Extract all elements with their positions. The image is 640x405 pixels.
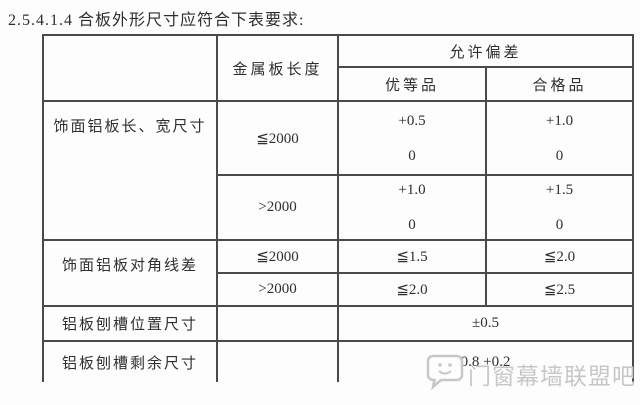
qualified-cell: +1.0 0 bbox=[484, 100, 635, 176]
header-qualified-grade: 合格品 bbox=[484, 66, 635, 102]
length-cell bbox=[216, 340, 339, 382]
table-header-row-2: 优等品 合格品 bbox=[43, 66, 635, 102]
table-row-diagonal-gt2000: >2000 ≦2.0 ≦2.5 bbox=[43, 272, 635, 307]
qualified-upper-value: +1.0 bbox=[545, 112, 574, 129]
premium-cell: ≦1.5 bbox=[337, 239, 487, 274]
length-cell: ≦2000 bbox=[216, 100, 339, 176]
row-label-length-width: 饰面铝板长、宽尺寸 bbox=[42, 100, 218, 241]
table-row-groove-remainder: 铝板刨槽剩余尺寸 0.8 +0.2 bbox=[42, 340, 635, 382]
premium-upper-value: +0.5 bbox=[398, 112, 426, 129]
premium-lower-value: 0 bbox=[408, 217, 416, 233]
table-header-row-1: 金属板长度 允许偏差 bbox=[42, 34, 635, 102]
qualified-lower-value: 0 bbox=[555, 147, 564, 164]
length-cell: >2000 bbox=[216, 272, 339, 307]
table-row-diagonal-le2000: 饰面铝板对角线差 ≦2000 ≦1.5 ≦2.0 bbox=[42, 239, 635, 307]
premium-cell: +1.0 0 bbox=[337, 174, 487, 241]
length-cell bbox=[216, 305, 339, 342]
tolerance-span-cell: 0.8 +0.2 bbox=[336, 340, 635, 382]
qualified-cell: +1.5 0 bbox=[484, 174, 635, 241]
length-cell: ≦2000 bbox=[216, 239, 339, 274]
corner-blank-cell bbox=[42, 34, 218, 102]
qualified-cell: ≦2.5 bbox=[484, 272, 635, 307]
table-row-length-width-le2000: 饰面铝板长、宽尺寸 ≦2000 +0.5 0 +1.0 0 bbox=[42, 100, 635, 241]
qualified-lower-value: 0 bbox=[555, 217, 564, 233]
qualified-upper-value: +1.5 bbox=[545, 182, 574, 198]
section-title: 2.5.4.1.4 合板外形尺寸应符合下表要求: bbox=[8, 12, 305, 29]
length-cell: >2000 bbox=[216, 174, 339, 241]
premium-cell: ≦2.0 bbox=[337, 272, 487, 307]
header-metal-length: 金属板长度 bbox=[216, 34, 339, 102]
table-row-length-width-gt2000: >2000 +1.0 0 +1.5 0 bbox=[43, 174, 635, 241]
row-label-groove-position: 铝板刨槽位置尺寸 bbox=[42, 305, 218, 342]
qualified-cell: ≦2.0 bbox=[484, 239, 635, 274]
row-label-diagonal: 饰面铝板对角线差 bbox=[42, 239, 218, 307]
table-row-groove-position: 铝板刨槽位置尺寸 ±0.5 bbox=[42, 305, 635, 342]
tolerance-span-cell: ±0.5 bbox=[336, 305, 635, 342]
header-premium-grade: 优等品 bbox=[337, 66, 487, 102]
premium-upper-value: +1.0 bbox=[398, 182, 426, 198]
spec-table-container: 金属板长度 允许偏差 优等品 合格品 饰面铝板长、宽尺寸 ≦2000 +0.5 … bbox=[42, 34, 636, 385]
header-tolerance: 允许偏差 bbox=[336, 34, 635, 68]
tolerance-table: 金属板长度 允许偏差 优等品 合格品 饰面铝板长、宽尺寸 ≦2000 +0.5 … bbox=[42, 34, 635, 382]
premium-cell: +0.5 0 bbox=[337, 100, 487, 176]
row-label-groove-remainder: 铝板刨槽剩余尺寸 bbox=[42, 340, 218, 382]
premium-lower-value: 0 bbox=[408, 147, 416, 164]
